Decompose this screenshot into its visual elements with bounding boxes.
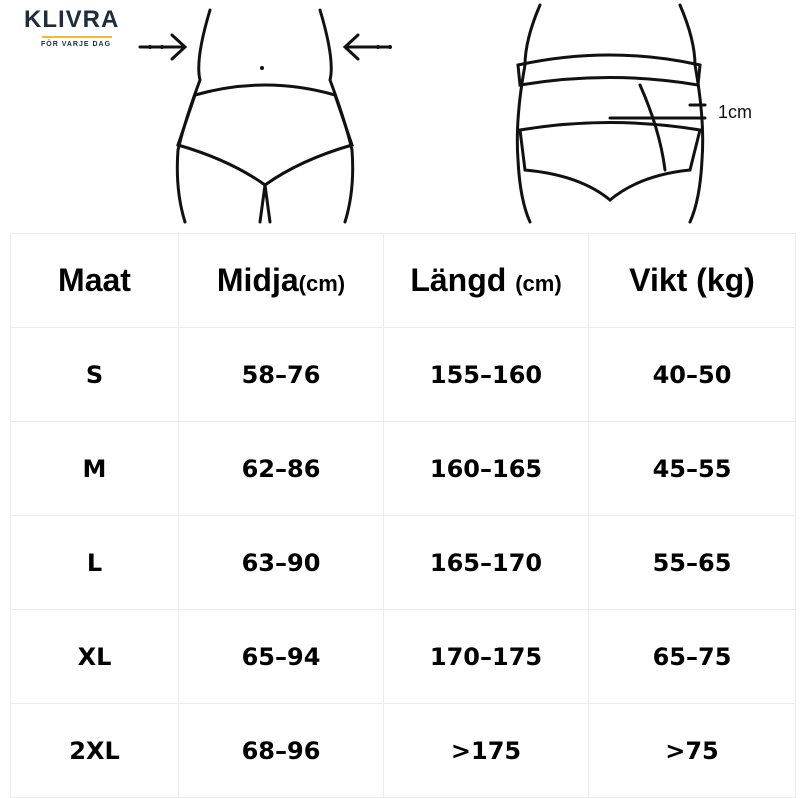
table-cell: 55–65 <box>588 515 796 610</box>
table-row: L 63–90 165–170 55–65 <box>10 515 796 610</box>
header-length: Längd (cm) <box>383 233 589 328</box>
table-cell: >75 <box>588 703 796 798</box>
table-cell: 170–175 <box>383 609 589 704</box>
arrow-left-icon <box>342 33 392 61</box>
measurement-illustration: 1cm <box>138 3 752 224</box>
table-cell: 155–160 <box>383 327 589 422</box>
table-row: S 58–76 155–160 40–50 <box>10 327 796 422</box>
header-weight: Vikt (kg) <box>588 233 796 328</box>
measuring-tape <box>516 53 702 87</box>
logo-tagline: FÖR VARJE DAG <box>41 41 112 48</box>
left-body-outline <box>175 8 212 224</box>
table-cell: 65–75 <box>588 609 796 704</box>
table-row: M 62–86 160–165 45–55 <box>10 421 796 516</box>
logo: KLIVRA FÖR VARJE DAG <box>24 6 119 48</box>
table-cell: 45–55 <box>588 421 796 516</box>
header-waist: Midja(cm) <box>178 233 384 328</box>
table-cell: S <box>10 327 179 422</box>
table-cell: 160–165 <box>383 421 589 516</box>
measure-label: 1cm <box>718 102 752 122</box>
table-cell: 58–76 <box>178 327 384 422</box>
header-size: Maat <box>10 233 179 328</box>
table-cell: 165–170 <box>383 515 589 610</box>
size-chart-table: Maat Midja(cm) Längd (cm) Vikt (kg) S 58–… <box>10 233 796 798</box>
table-cell: M <box>10 421 179 516</box>
table-cell: L <box>10 515 179 610</box>
table-cell: >175 <box>383 703 589 798</box>
table-cell: XL <box>10 609 179 704</box>
underwear-outline <box>176 83 354 187</box>
table-header-row: Maat Midja(cm) Längd (cm) Vikt (kg) <box>10 233 796 328</box>
table-cell: 62–86 <box>178 421 384 516</box>
table-cell: 68–96 <box>178 703 384 798</box>
table-cell: 65–94 <box>178 609 384 704</box>
logo-underline <box>42 36 112 38</box>
table-cell: 63–90 <box>178 515 384 610</box>
table-row: 2XL 68–96 >175 >75 <box>10 703 796 798</box>
table-cell: 2XL <box>10 703 179 798</box>
table-cell: 40–50 <box>588 327 796 422</box>
logo-name: KLIVRA <box>24 6 120 33</box>
table-row: XL 65–94 170–175 65–75 <box>10 609 796 704</box>
